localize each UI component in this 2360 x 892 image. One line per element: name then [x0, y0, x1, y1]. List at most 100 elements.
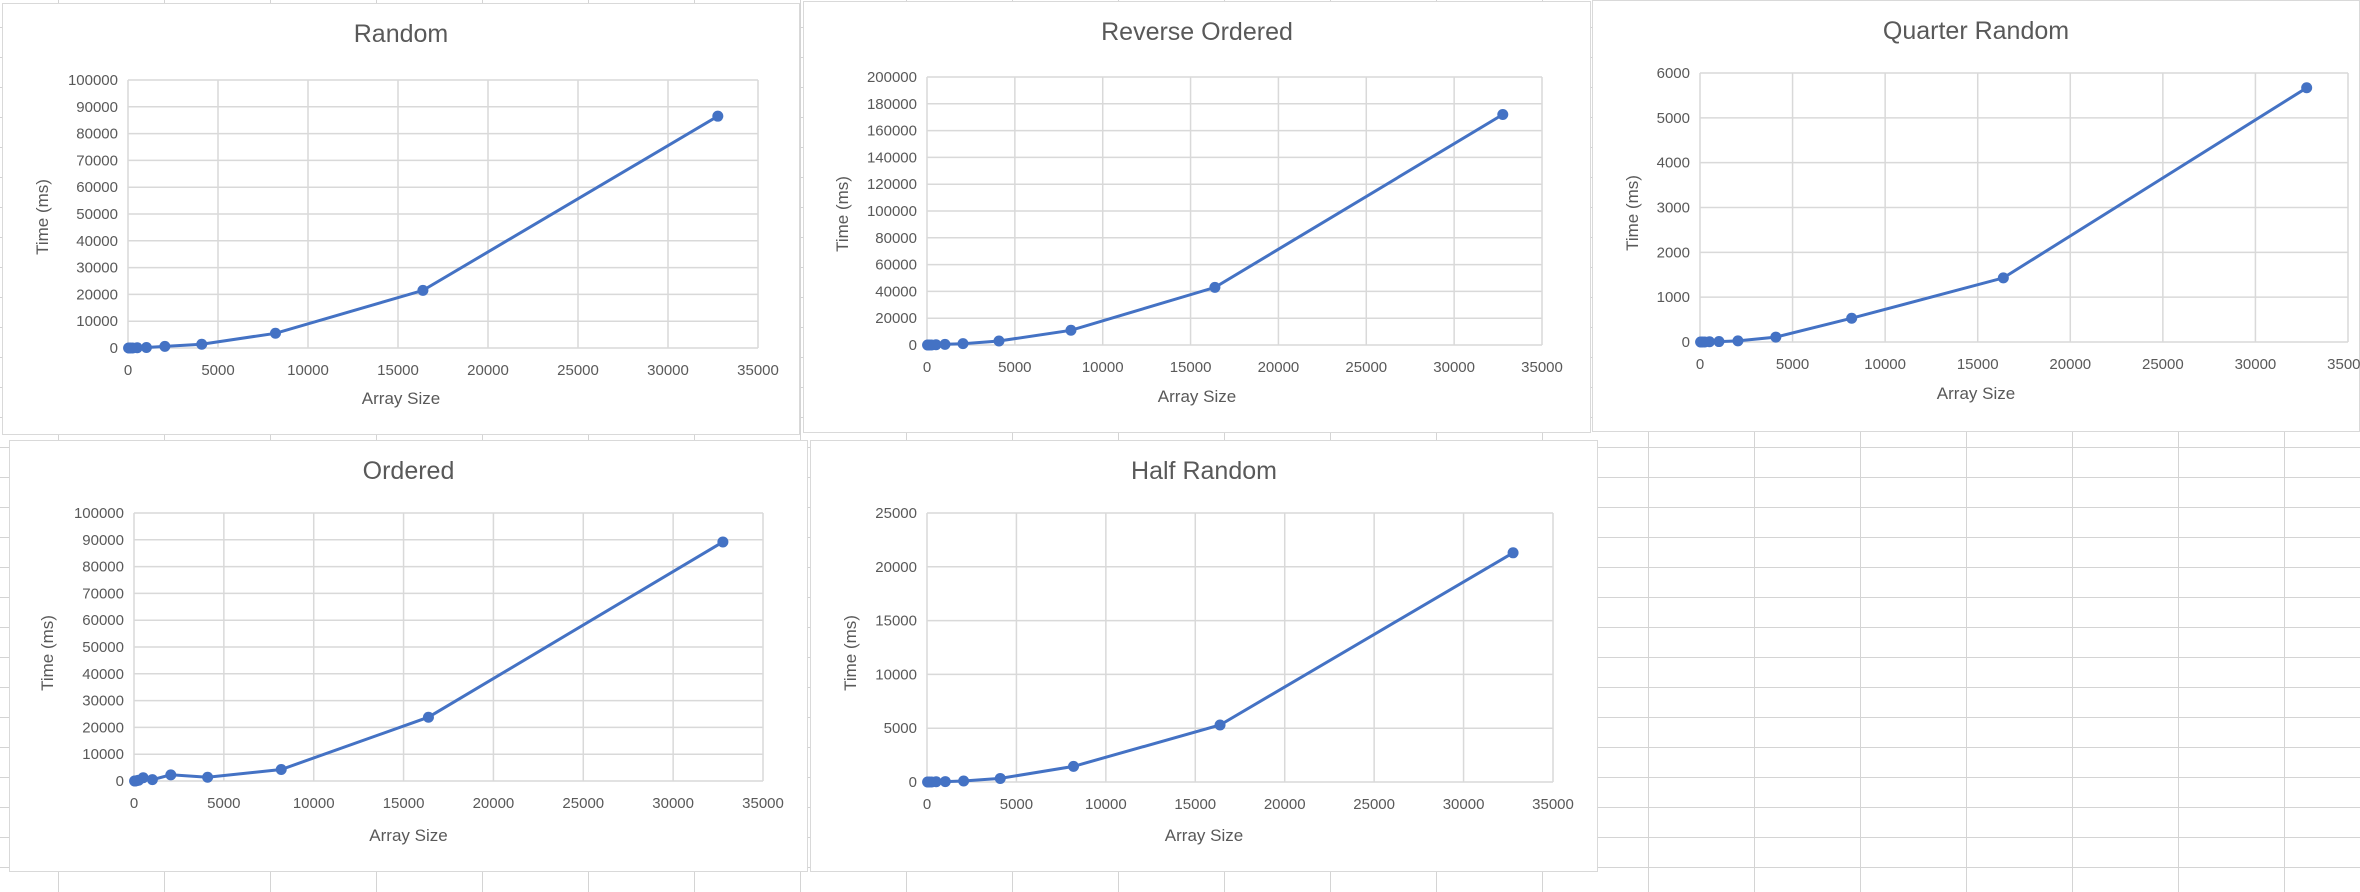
data-point [930, 776, 942, 788]
x-tick-label: 15000 [1174, 796, 1216, 813]
y-tick-label: 80000 [82, 559, 124, 576]
y-tick-label: 20000 [82, 719, 124, 736]
x-tick-label: 10000 [1082, 359, 1124, 376]
x-tick-label: 35000 [742, 795, 784, 812]
data-point [993, 335, 1005, 347]
gridlines [127, 79, 759, 349]
y-tick-label: 70000 [76, 152, 118, 169]
y-tick-label: 1000 [1657, 289, 1690, 306]
data-point [2301, 82, 2313, 94]
x-tick-label: 25000 [1353, 796, 1395, 813]
y-tick-label: 180000 [867, 96, 917, 113]
y-tick-label: 0 [909, 774, 917, 791]
y-tick-label: 90000 [82, 532, 124, 549]
chart-plot: 0200004000060000800001000001200001400001… [867, 69, 1563, 376]
x-tick-label: 0 [923, 796, 931, 813]
x-tick-label: 15000 [383, 795, 425, 812]
data-point [939, 338, 951, 350]
x-tick-label: 5000 [1776, 356, 1809, 373]
y-tick-label: 0 [1682, 334, 1690, 351]
y-tick-label: 90000 [76, 99, 118, 116]
y-axis-title: Time (ms) [33, 179, 52, 255]
data-point [422, 711, 434, 723]
chart-half-random[interactable]: Half Random 0 5000 10000 15000 20000 25000 0 50… [810, 440, 1598, 872]
data-point [269, 327, 281, 339]
x-tick-label: 30000 [1433, 359, 1475, 376]
y-tick-label: 30000 [76, 260, 118, 277]
data-point [196, 338, 208, 350]
data-point [417, 284, 429, 296]
x-tick-label: 5000 [1000, 796, 1033, 813]
y-tick-label: 4000 [1657, 155, 1690, 172]
x-tick-label: 15000 [377, 362, 419, 379]
series-line [927, 113, 1504, 347]
y-tick-label: 40000 [875, 283, 917, 300]
data-point [1507, 547, 1519, 559]
y-tick-label: 5000 [884, 720, 917, 737]
y-tick-label: 20000 [76, 286, 118, 303]
data-point [958, 775, 970, 787]
y-tick-label: 120000 [867, 176, 917, 193]
x-axis-title: Array Size [361, 389, 441, 408]
x-tick-label: 30000 [647, 362, 689, 379]
data-point [930, 339, 942, 351]
y-tick-label: 15000 [875, 613, 917, 630]
chart-title: Random [353, 20, 449, 48]
y-tick-label: 200000 [867, 69, 917, 86]
data-point [1209, 281, 1221, 293]
y-tick-label: 25000 [875, 505, 917, 522]
series-line [128, 114, 719, 350]
y-tick-label: 0 [110, 340, 118, 357]
y-tick-label: 60000 [82, 612, 124, 629]
x-tick-label: 5000 [998, 359, 1031, 376]
data-point [131, 342, 143, 354]
x-tick-label: 25000 [1345, 359, 1387, 376]
gridlines [926, 512, 1554, 783]
chart-quarter-random[interactable]: Quarter Random 0 1000 2000 3000 4000 5000 6000… [1592, 0, 2360, 432]
y-tick-label: 100000 [74, 505, 124, 522]
data-point [159, 340, 171, 352]
data-point [1846, 312, 1858, 324]
data-point [165, 769, 177, 781]
x-tick-label: 0 [130, 795, 138, 812]
x-tick-label: 20000 [1264, 796, 1306, 813]
y-axis-title: Time (ms) [1623, 175, 1642, 251]
x-tick-label: 20000 [473, 795, 515, 812]
x-tick-label: 35000 [2327, 356, 2360, 373]
series-line [1700, 86, 2308, 344]
chart-ordered[interactable]: Ordered 0 10000 20000 30000 40000 50000 60000 7… [9, 440, 808, 872]
chart-plot: 0100002000030000400005000060000700008000… [68, 72, 779, 379]
data-point [275, 763, 287, 775]
y-tick-label: 40000 [76, 233, 118, 250]
data-point [939, 776, 951, 788]
data-point [1713, 336, 1725, 348]
y-tick-label: 20000 [875, 310, 917, 327]
chart-title: Quarter Random [1882, 17, 2070, 45]
chart-title: Half Random [1131, 457, 1277, 485]
x-tick-label: 25000 [557, 362, 599, 379]
y-tick-label: 30000 [82, 693, 124, 710]
y-axis-title: Time (ms) [833, 176, 852, 252]
chart-random[interactable]: Random 0 10000 20000 30000 40000 50000 60000 70… [2, 3, 800, 435]
data-point [146, 774, 158, 786]
series-line [134, 540, 724, 783]
data-point [1732, 335, 1744, 347]
data-point [1997, 272, 2009, 284]
y-tick-label: 6000 [1657, 65, 1690, 82]
y-tick-label: 100000 [68, 72, 118, 89]
x-tick-label: 10000 [1864, 356, 1906, 373]
y-axis-title: Time (ms) [38, 615, 57, 691]
x-tick-label: 0 [1696, 356, 1704, 373]
y-tick-label: 2000 [1657, 244, 1690, 261]
y-tick-label: 60000 [875, 257, 917, 274]
data-point [1214, 719, 1226, 731]
chart-reverse-ordered[interactable]: Reverse Ordered 0 20000 40000 60000 80000 100… [803, 1, 1591, 433]
y-tick-label: 160000 [867, 123, 917, 140]
data-point [1497, 109, 1509, 121]
x-tick-label: 25000 [562, 795, 604, 812]
series-line [927, 551, 1514, 784]
chart-plot: 0 5000 10000 15000 20000 25000 0 5000 10000 15000… [875, 505, 1574, 813]
x-tick-label: 30000 [652, 795, 694, 812]
data-point [137, 772, 149, 784]
y-tick-label: 100000 [867, 203, 917, 220]
